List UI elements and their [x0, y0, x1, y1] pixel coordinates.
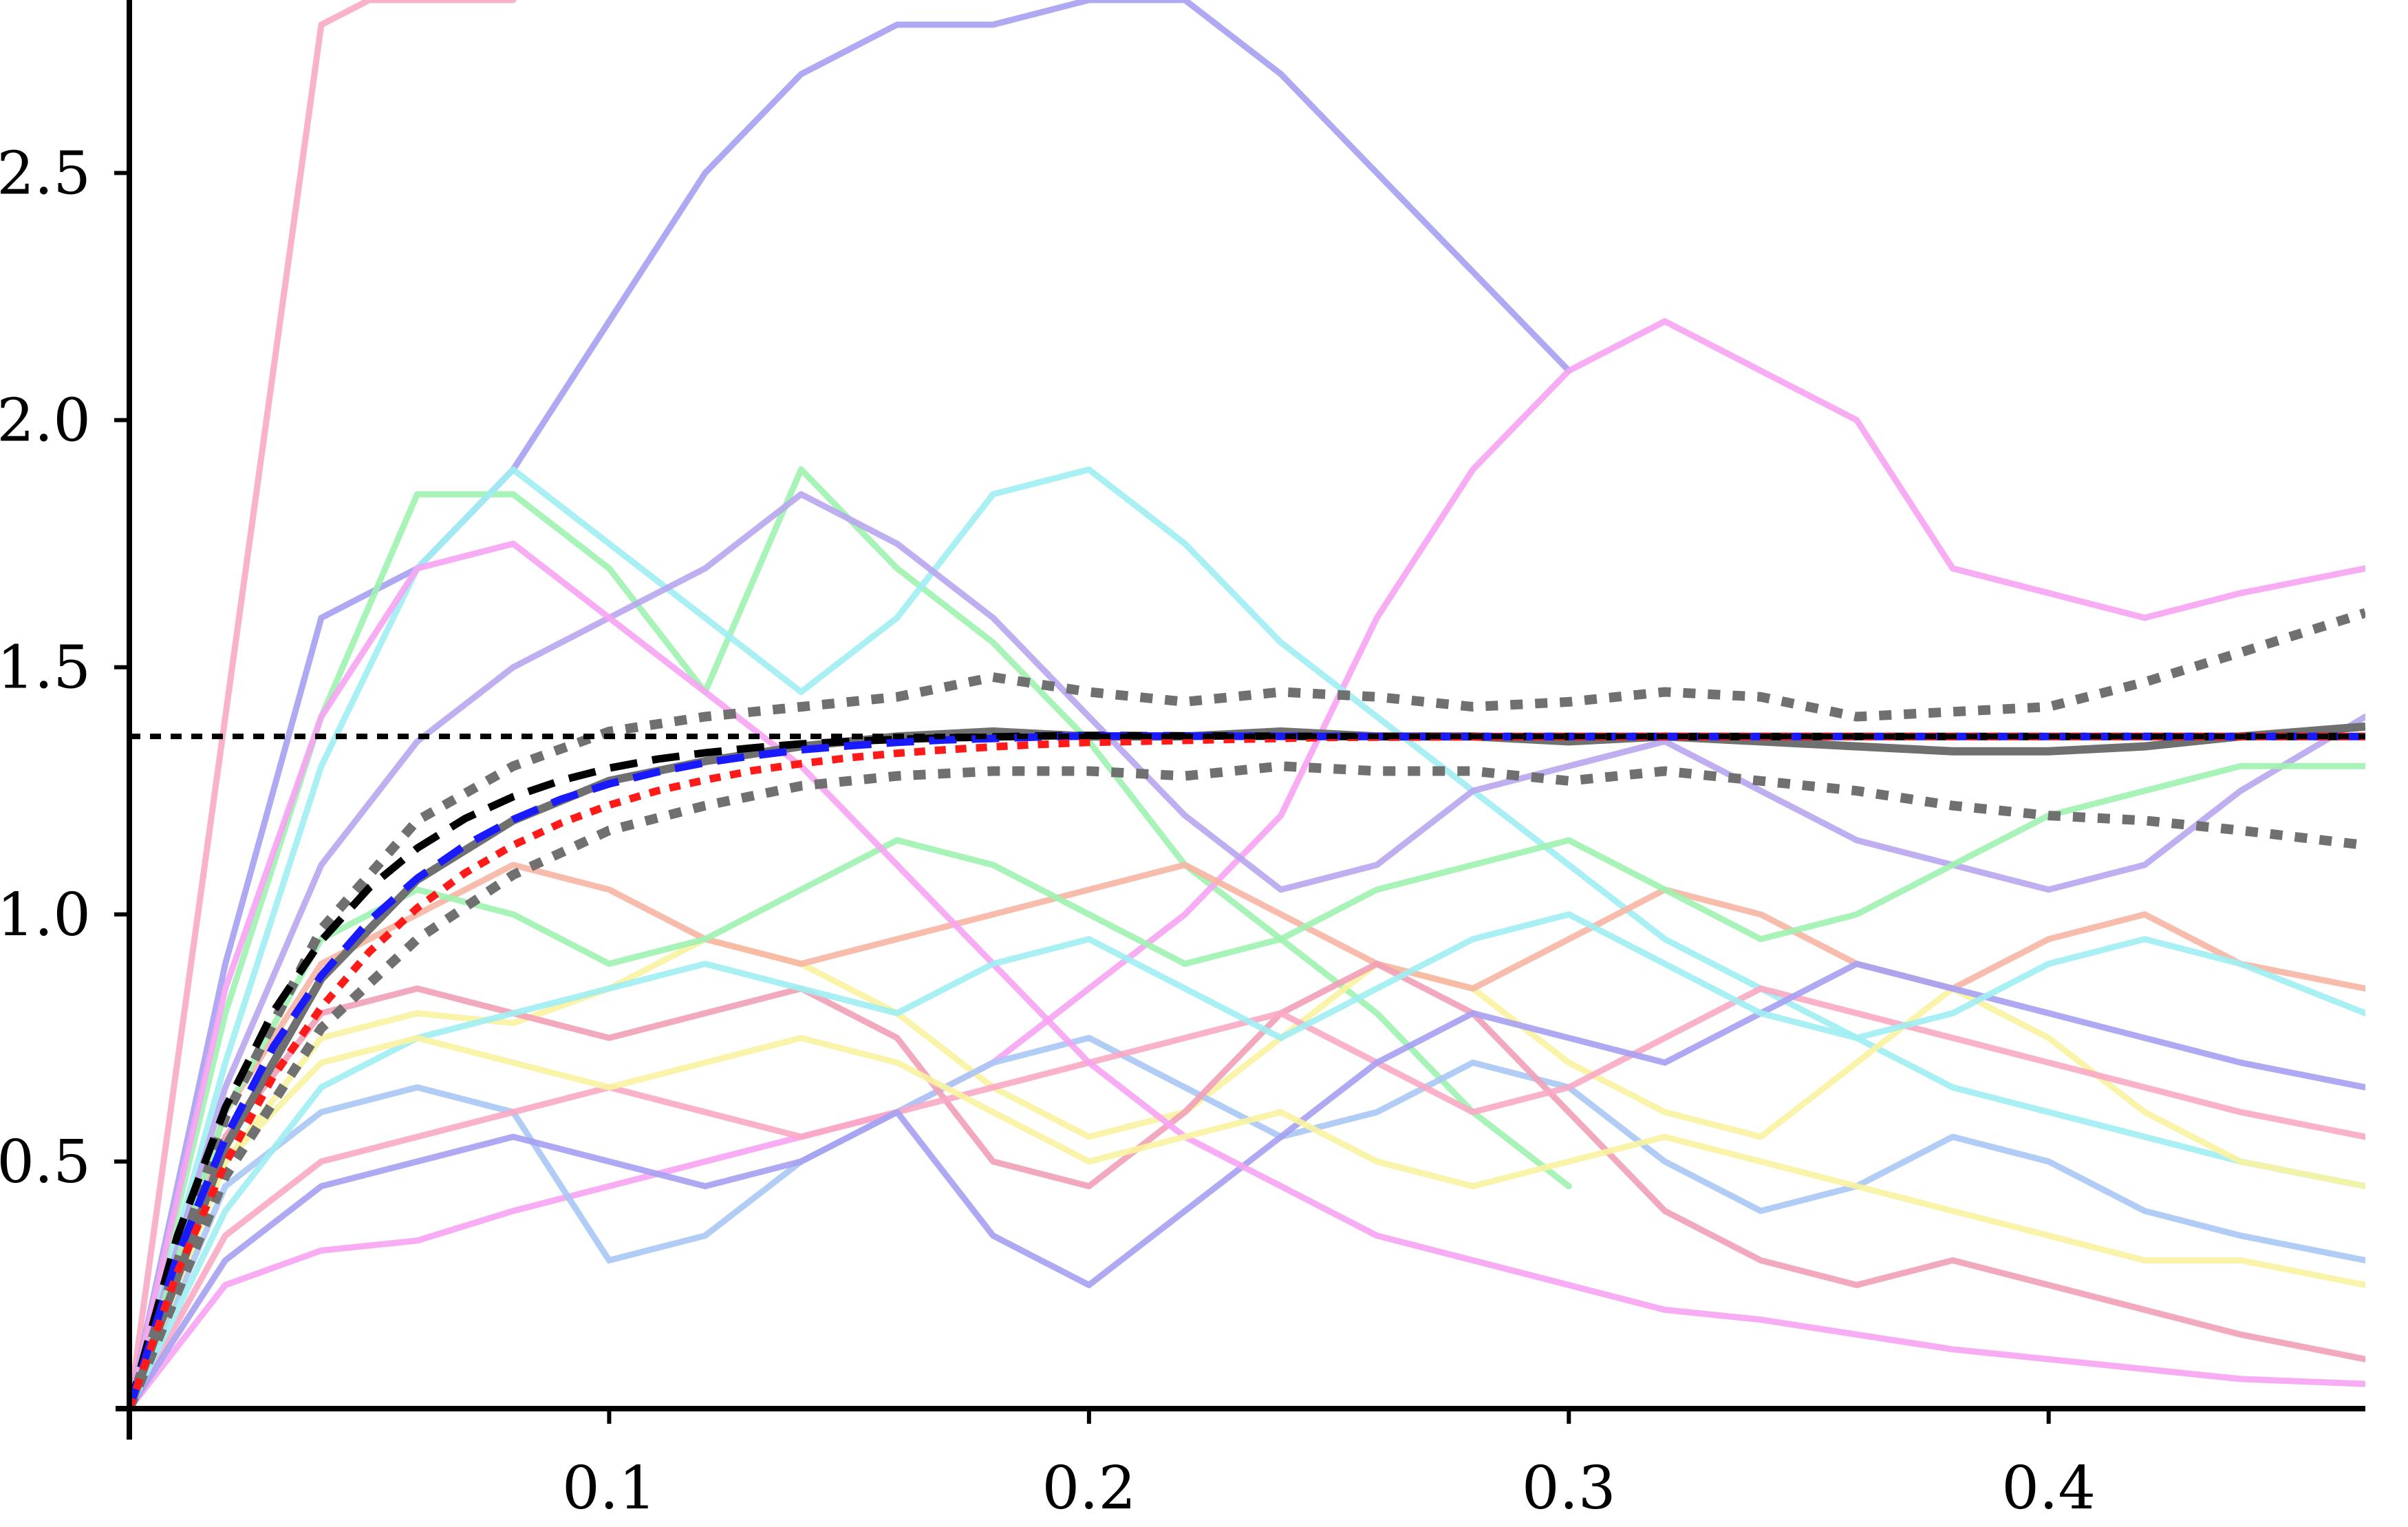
sample-path-11	[129, 985, 2365, 1409]
x-tick-label: 0.4	[2001, 1454, 2096, 1523]
theory-curves	[129, 732, 2365, 1409]
sample-path-12	[129, 961, 2365, 1409]
x-ticks: 0.1 0.2 0.3 0.4	[562, 1409, 2096, 1523]
x-tick-label: 0.1	[562, 1454, 656, 1523]
y-tick-label: 1.0	[0, 881, 91, 950]
sample-path-1	[129, 0, 517, 1409]
sample-path-13	[129, 762, 2365, 1409]
axes	[116, 0, 2365, 1440]
band-lower	[129, 761, 2365, 1409]
theory-curve-3	[129, 732, 2365, 1409]
sample-path-16	[129, 1034, 2365, 1409]
x-tick-label: 0.3	[1522, 1454, 1616, 1523]
theory-curve-1	[129, 732, 2365, 1409]
sample-path-6	[129, 936, 2365, 1409]
sample-path-4	[129, 318, 2365, 1409]
y-tick-label: 0.5	[0, 1128, 91, 1197]
band-upper	[129, 608, 2365, 1409]
y-tick-label: 1.5	[0, 634, 91, 703]
sample-paths	[129, 0, 2365, 1409]
sample-path-15	[129, 911, 2365, 1409]
sample-path-3	[129, 466, 1572, 1409]
sample-path-2	[129, 0, 1572, 1409]
sample-path-8	[129, 862, 2365, 1409]
x-tick-label: 0.2	[1042, 1454, 1136, 1523]
sample-path-9	[129, 961, 2365, 1409]
theory-curve-2	[129, 732, 2365, 1409]
y-tick-label: 2.0	[0, 387, 91, 456]
sample-path-14	[129, 540, 2365, 1409]
sample-path-5	[129, 466, 2365, 1409]
sample-path-7	[129, 1034, 2365, 1409]
sample-path-10	[129, 491, 2365, 1409]
y-tick-label: 2.5	[0, 139, 91, 208]
y-ticks: 0.5 1.0 1.5 2.0 2.5	[0, 139, 129, 1197]
